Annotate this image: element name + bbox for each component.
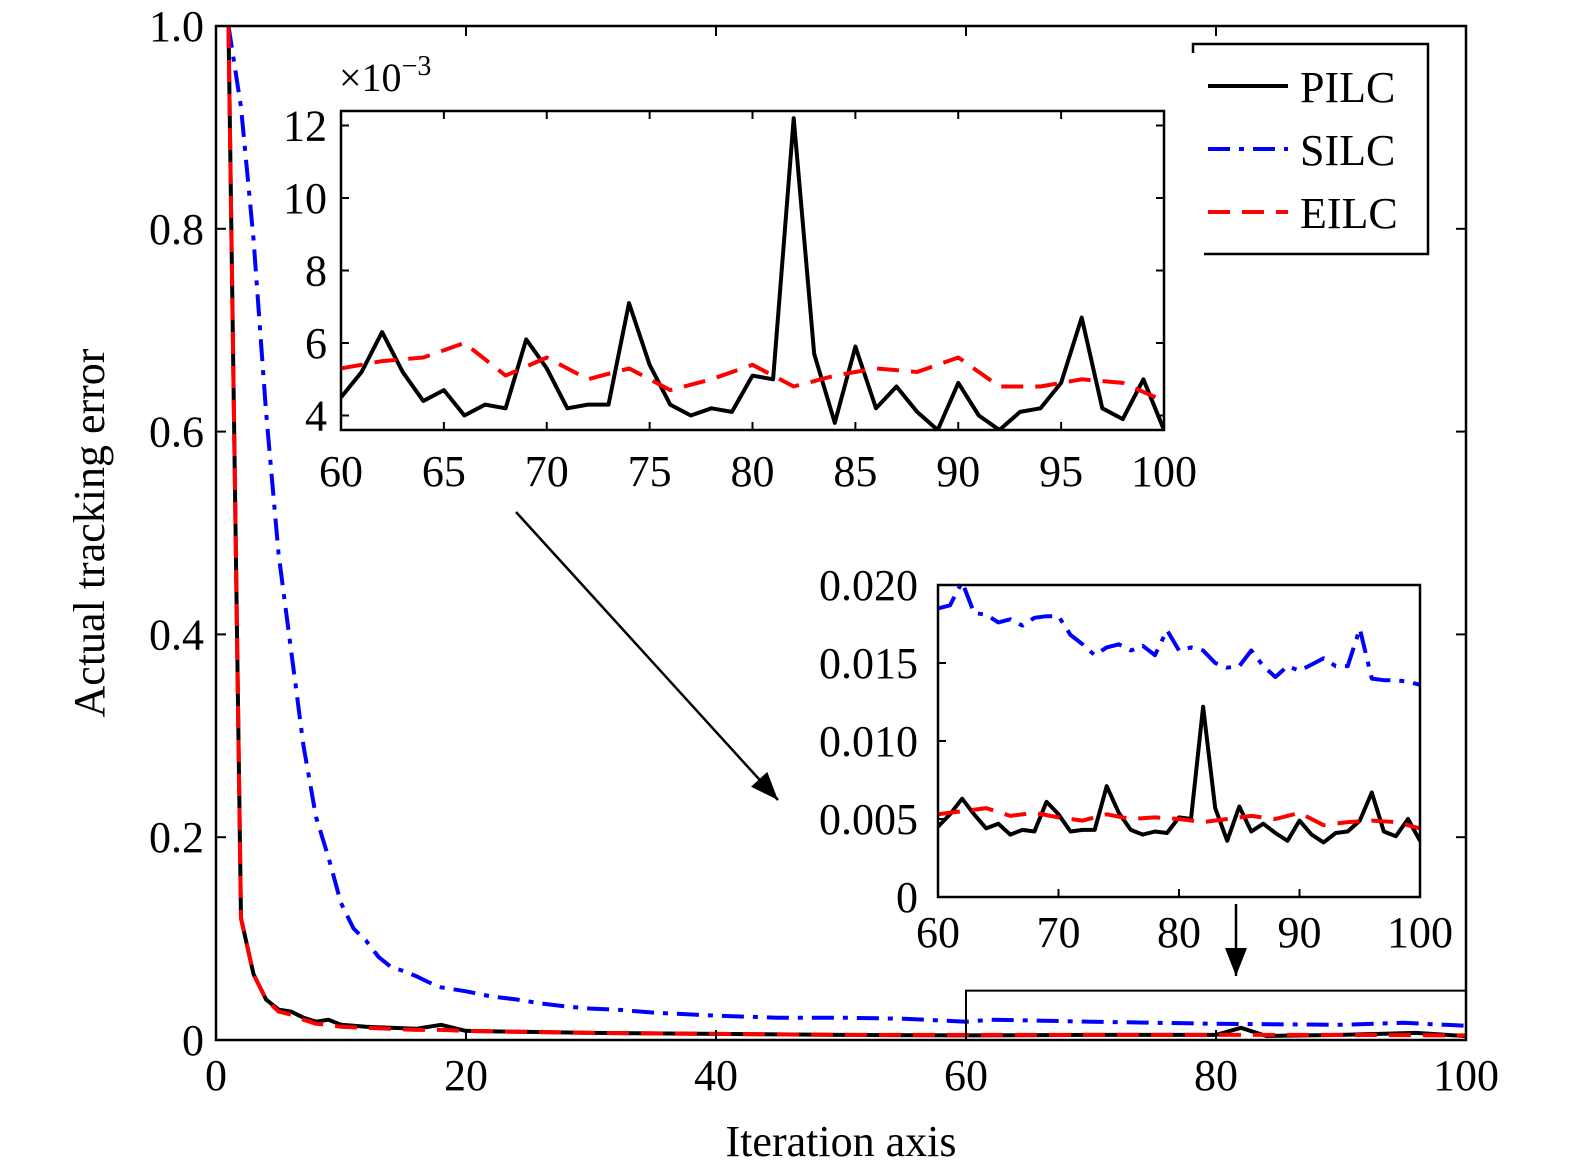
multiplier-exponent: −3 — [402, 51, 432, 82]
x-tick-label: 90 — [1278, 908, 1322, 957]
legend-box — [1191, 42, 1430, 256]
y-tick-label: 0.005 — [819, 795, 918, 844]
arrow-to-lower-inset-head — [751, 771, 778, 800]
inset-upper-plot: 60 65 70 75 80 85 90 95 100 4 6 8 10 12 ×10−3 — [281, 51, 1204, 496]
inset-upper-multiplier-label: ×10−3 — [339, 51, 431, 100]
legend-items: PILC SILC EILC — [1208, 63, 1398, 238]
y-tick-label: 6 — [305, 319, 327, 368]
x-tick-label: 65 — [422, 447, 466, 496]
y-tick-label: 12 — [283, 102, 327, 151]
x-tick-label: 0 — [205, 1051, 227, 1100]
series-line-pilc — [226, 25, 1466, 1039]
x-tick-label: 60 — [944, 1051, 988, 1100]
x-tick-label: 85 — [833, 447, 877, 496]
x-tick-label: 100 — [1131, 447, 1197, 496]
inset-upper-ticks-group: 60 65 70 75 80 85 90 95 100 4 6 8 10 12 — [283, 102, 1197, 497]
series-line-eilc — [341, 341, 1164, 403]
x-tick-label: 60 — [916, 908, 960, 957]
y-tick-label: 0.6 — [149, 408, 204, 457]
series-line-eilc — [938, 806, 1420, 831]
x-tick-label: 20 — [444, 1051, 488, 1100]
legend-label-pilc: PILC — [1300, 63, 1395, 112]
inset-lower-series-group — [938, 583, 1420, 845]
multiplier-base: ×10 — [339, 55, 402, 100]
arrows-group — [515, 511, 1247, 976]
x-tick-label: 100 — [1433, 1051, 1499, 1100]
y-tick-label: 0.8 — [149, 205, 204, 254]
x-tick-label: 80 — [731, 447, 775, 496]
x-tick-label: 70 — [525, 447, 569, 496]
y-tick-label: 8 — [305, 247, 327, 296]
series-line-pilc — [341, 116, 1164, 430]
x-tick-label: 40 — [694, 1051, 738, 1100]
arrow-to-lower-inset-shaft — [515, 511, 779, 801]
x-tick-label: 80 — [1157, 908, 1201, 957]
x-tick-label: 70 — [1037, 908, 1081, 957]
x-tick-label: 90 — [936, 447, 980, 496]
y-tick-label: 4 — [305, 392, 327, 441]
x-tick-label: 60 — [319, 447, 363, 496]
x-tick-label: 95 — [1039, 447, 1083, 496]
inset-lower-ticks-group: 60 70 80 90 100 0 0.005 0.010 0.015 0.020 — [819, 561, 1453, 957]
inset-lower-background — [808, 573, 1440, 959]
y-tick-label: 1.0 — [149, 2, 204, 51]
main-y-axis-title: Actual tracking error — [65, 348, 114, 717]
legend-label-silc: SILC — [1300, 126, 1395, 175]
y-tick-label: 10 — [283, 174, 327, 223]
legend: PILC SILC EILC — [1191, 42, 1430, 256]
y-tick-label: 0 — [182, 1016, 204, 1065]
series-line-silc — [226, 25, 1466, 1028]
main-x-axis-title: Iteration axis — [726, 1117, 957, 1166]
y-tick-label: 0.2 — [149, 813, 204, 862]
legend-label-eilc: EILC — [1300, 189, 1398, 238]
y-tick-label: 0.020 — [819, 561, 918, 610]
x-tick-label: 75 — [628, 447, 672, 496]
y-tick-label: 0.010 — [819, 717, 918, 766]
inset-lower-plot: 60 70 80 90 100 0 0.005 0.010 0.015 0.020 — [808, 561, 1453, 959]
x-tick-label: 80 — [1194, 1051, 1238, 1100]
inset-upper-background — [281, 53, 1204, 490]
x-tick-label: 100 — [1387, 908, 1453, 957]
series-line-eilc — [226, 25, 1466, 1038]
arrow-from-zoom-box-head — [1225, 948, 1247, 976]
y-tick-label: 0 — [896, 873, 918, 922]
main-plot-frame — [214, 24, 1468, 1042]
y-tick-label: 0.015 — [819, 639, 918, 688]
y-tick-label: 0.4 — [149, 610, 204, 659]
inset-upper-series-group — [341, 116, 1164, 430]
main-series-group — [226, 25, 1466, 1039]
